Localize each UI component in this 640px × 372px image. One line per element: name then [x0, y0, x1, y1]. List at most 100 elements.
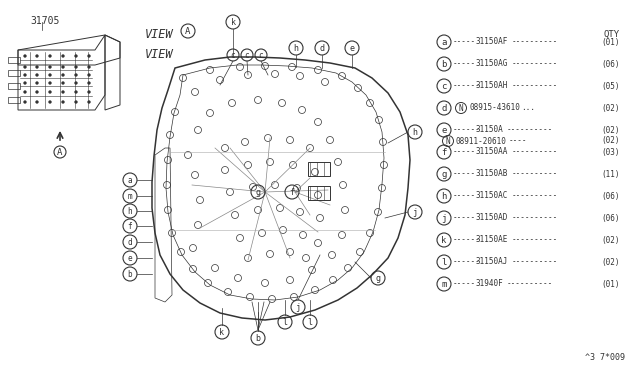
Text: ----------: ----------	[506, 279, 553, 289]
Text: e: e	[128, 254, 132, 263]
Text: (02): (02)	[602, 137, 620, 145]
Text: j: j	[442, 214, 447, 223]
Circle shape	[35, 100, 38, 103]
Circle shape	[35, 55, 38, 58]
Circle shape	[61, 90, 65, 93]
Text: f: f	[128, 222, 132, 231]
Text: (06): (06)	[602, 214, 620, 222]
Text: A: A	[58, 148, 63, 157]
Text: 31150AG: 31150AG	[475, 60, 508, 68]
Text: ----------: ----------	[511, 38, 557, 46]
Text: f: f	[442, 148, 447, 157]
Text: b: b	[442, 60, 447, 69]
Circle shape	[61, 65, 65, 68]
Text: ------: ------	[453, 235, 481, 244]
Text: k: k	[230, 18, 236, 27]
Text: A: A	[186, 27, 191, 36]
Text: -----: -----	[453, 148, 476, 157]
Text: 31940F: 31940F	[475, 279, 503, 289]
Text: h: h	[294, 44, 298, 53]
Text: k: k	[220, 328, 225, 337]
Circle shape	[74, 65, 77, 68]
Text: 31705: 31705	[30, 16, 60, 26]
Text: (05): (05)	[602, 81, 620, 90]
Text: N: N	[445, 137, 451, 146]
Text: ----------: ----------	[511, 60, 557, 68]
Circle shape	[74, 90, 77, 93]
Text: -----: -----	[453, 192, 476, 201]
Text: d: d	[128, 238, 132, 247]
Text: 31150AF: 31150AF	[475, 38, 508, 46]
Text: h: h	[128, 207, 132, 216]
Text: -----: -----	[453, 170, 476, 179]
Circle shape	[61, 81, 65, 84]
Text: c: c	[442, 82, 447, 91]
Text: 31150A: 31150A	[475, 125, 503, 135]
Text: g: g	[442, 170, 447, 179]
Text: VIEW: VIEW	[145, 48, 173, 61]
Circle shape	[88, 100, 90, 103]
Text: g: g	[255, 188, 260, 197]
Text: -----: -----	[453, 279, 476, 289]
Circle shape	[49, 74, 51, 77]
Text: h: h	[413, 128, 417, 137]
Text: 31150AH: 31150AH	[475, 81, 508, 90]
Text: m: m	[442, 280, 447, 289]
Circle shape	[24, 81, 26, 84]
Text: (02): (02)	[602, 103, 620, 112]
Text: ----------: ----------	[511, 170, 557, 179]
Text: b: b	[128, 270, 132, 279]
Text: ----------: ----------	[511, 192, 557, 201]
Text: (02): (02)	[602, 125, 620, 135]
Text: (02): (02)	[602, 257, 620, 266]
Text: l: l	[442, 258, 447, 267]
Circle shape	[35, 65, 38, 68]
Text: h: h	[442, 192, 447, 201]
Circle shape	[35, 90, 38, 93]
Circle shape	[74, 55, 77, 58]
Text: VIEW: VIEW	[145, 28, 173, 41]
Text: e: e	[442, 126, 447, 135]
Text: l: l	[282, 318, 287, 327]
Text: ----------: ----------	[506, 125, 553, 135]
Text: ------: ------	[453, 257, 481, 266]
Circle shape	[49, 100, 51, 103]
Text: (06): (06)	[602, 60, 620, 68]
Circle shape	[49, 81, 51, 84]
Text: j: j	[413, 208, 417, 217]
Text: g: g	[376, 274, 381, 283]
Text: f: f	[289, 188, 294, 197]
Text: m: m	[128, 192, 132, 201]
Text: N: N	[459, 104, 463, 113]
Circle shape	[49, 65, 51, 68]
Text: j: j	[296, 303, 301, 312]
Text: ----------: ----------	[511, 148, 557, 157]
Text: 31150AA: 31150AA	[475, 148, 508, 157]
Text: 31150AJ: 31150AJ	[475, 257, 508, 266]
Text: c: c	[244, 51, 250, 60]
Circle shape	[88, 55, 90, 58]
Text: ------: ------	[453, 125, 481, 135]
Text: a: a	[128, 176, 132, 185]
Circle shape	[35, 81, 38, 84]
Circle shape	[24, 90, 26, 93]
Text: l: l	[307, 318, 312, 327]
Text: -----: -----	[453, 38, 476, 46]
Text: e: e	[349, 44, 355, 53]
Text: a: a	[442, 38, 447, 47]
Text: (02): (02)	[602, 235, 620, 244]
Text: ^3 7*009: ^3 7*009	[585, 353, 625, 362]
Text: d: d	[319, 44, 324, 53]
Circle shape	[35, 74, 38, 77]
Text: ----: ----	[509, 137, 527, 145]
Bar	[308, 186, 330, 200]
Circle shape	[88, 81, 90, 84]
Text: (03): (03)	[602, 148, 620, 157]
Text: b: b	[255, 334, 260, 343]
Text: c: c	[259, 51, 263, 60]
Circle shape	[24, 74, 26, 77]
Circle shape	[24, 65, 26, 68]
Circle shape	[61, 100, 65, 103]
Circle shape	[74, 100, 77, 103]
Bar	[308, 162, 330, 176]
